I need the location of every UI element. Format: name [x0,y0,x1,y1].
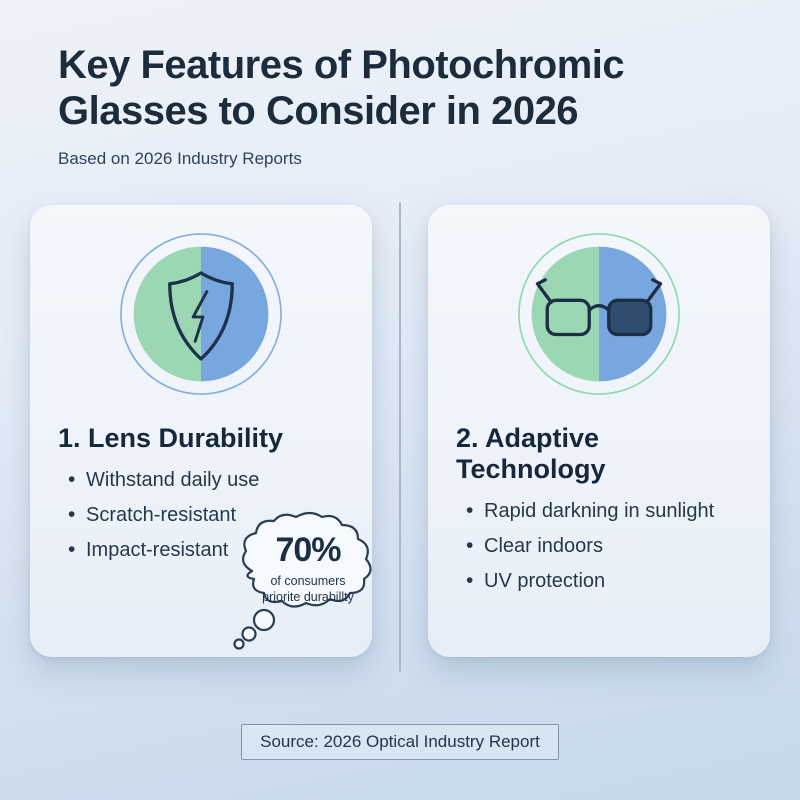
glasses-clear-lens [545,298,591,337]
source-box: Source: 2026 Optical Industry Report [241,724,559,760]
footer: Source: 2026 Optical Industry Report [30,724,770,760]
page-subtitle: Based on 2026 Industry Reports [58,149,302,168]
glasses-dark-lens [607,298,653,337]
bullet-item: Scratch-resistant [68,504,344,526]
bubble-text: 70% of consumers priorite durabillty [244,531,372,606]
stat-value: 70% [275,531,341,569]
icon-half-green [133,246,201,382]
icon-ring-green [518,233,680,395]
vertical-divider [399,202,401,672]
shield-outline [168,271,234,361]
feature-cards-row: 1. Lens Durability Withstand daily use S… [30,202,770,672]
icon-half-blue [201,246,269,382]
header: Key Features of Photochromic Glasses to … [58,42,770,169]
bullet-item: Rapid darkning in sunlight [466,500,742,522]
glasses-right-temple [645,278,663,304]
card-heading-lens-durability: 1. Lens Durability [58,423,284,453]
bullet-list-adaptive: Rapid darkning in sunlight Clear indoors… [456,500,742,592]
icon-half-green [531,246,599,382]
bullet-item: Clear indoors [466,535,742,557]
glasses-bridge [587,304,611,312]
shield-lightning-icon [118,231,284,397]
bullet-item: UV protection [466,570,742,592]
bullet-item: Impact-resistant [68,539,344,561]
icon-ring-blue [120,233,282,395]
feature-card-adaptive-technology: 2. Adaptive Technology Rapid darkning in… [428,205,770,657]
stat-caption: of consumers priorite durabillty [262,574,354,605]
page-title: Key Features of Photochromic Glasses to … [58,43,625,133]
photochromic-glasses-icon [516,231,682,397]
card-heading-adaptive-technology: 2. Adaptive Technology [456,423,606,484]
feature-card-lens-durability: 1. Lens Durability Withstand daily use S… [30,205,372,657]
bullet-list-durability: Withstand daily use Scratch-resistant Im… [58,469,344,561]
glasses-left-temple [535,278,553,304]
thought-bubble-icon [233,511,372,650]
lightning-bolt-icon [191,290,209,343]
bullet-item: Withstand daily use [68,469,344,491]
thought-bubble-callout: 70% of consumers priorite durabillty [230,509,382,651]
glasses-outline [535,278,663,337]
